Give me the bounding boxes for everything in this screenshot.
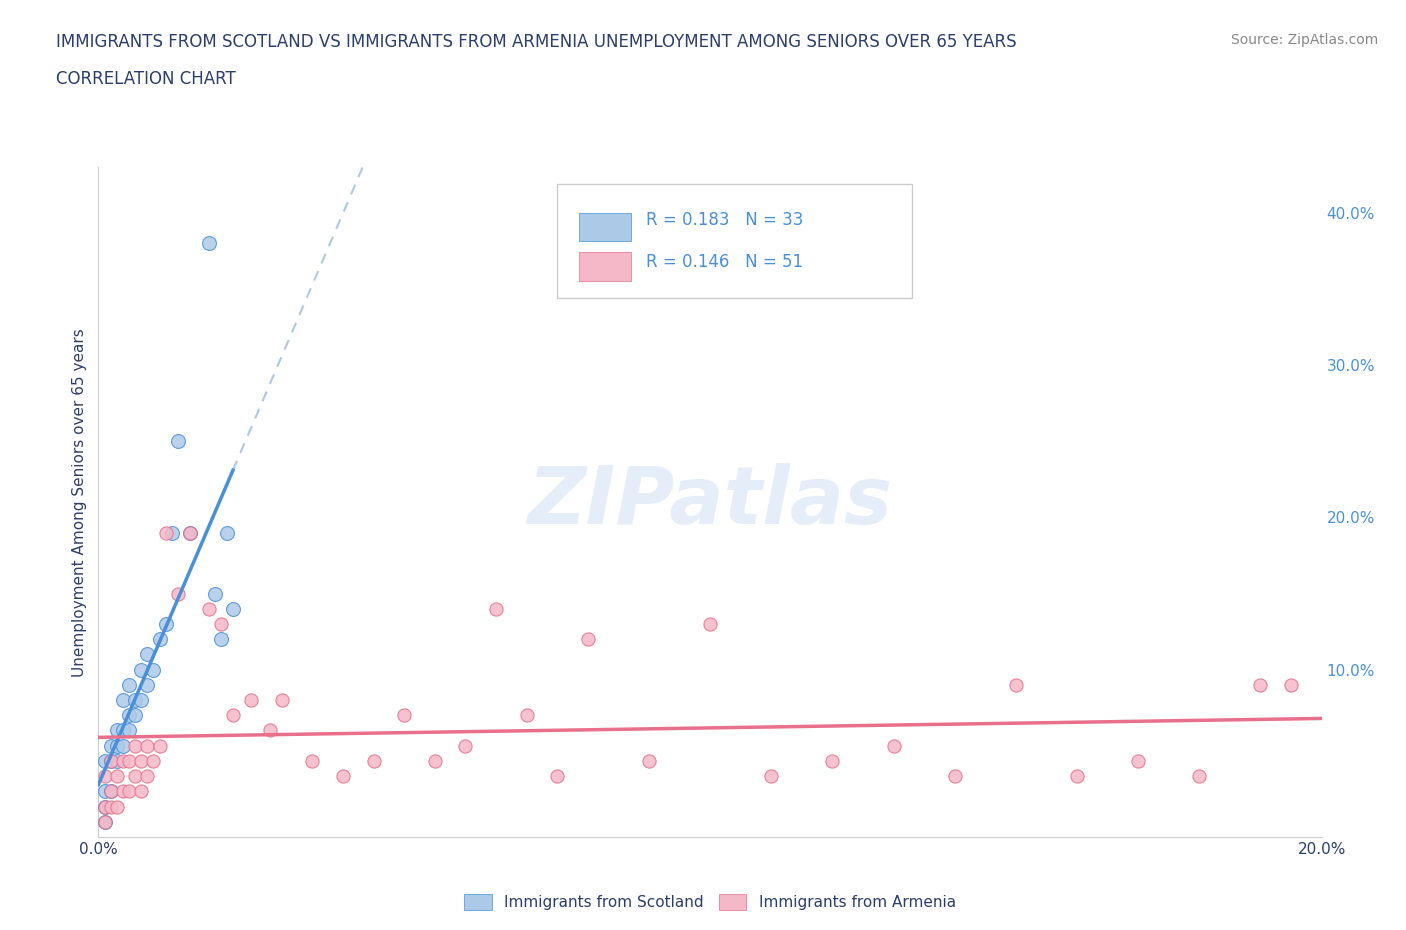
Point	[699, 617, 721, 631]
Point	[105, 769, 128, 784]
Point	[270, 693, 292, 708]
Point	[142, 662, 165, 677]
Text: CORRELATION CHART: CORRELATION CHART	[56, 70, 236, 87]
Point	[100, 738, 122, 753]
Point	[105, 738, 128, 753]
Point	[637, 753, 661, 768]
Legend: Immigrants from Scotland, Immigrants from Armenia: Immigrants from Scotland, Immigrants fro…	[458, 888, 962, 916]
Point	[576, 631, 599, 646]
Point	[129, 693, 152, 708]
Point	[111, 753, 134, 768]
Point	[1004, 677, 1026, 692]
Point	[215, 525, 238, 540]
Point	[136, 738, 159, 753]
Point	[136, 769, 159, 784]
Point	[209, 617, 232, 631]
Point	[124, 769, 146, 784]
Point	[155, 525, 177, 540]
Point	[93, 815, 115, 830]
Point	[136, 647, 159, 662]
Point	[100, 784, 122, 799]
Point	[100, 784, 122, 799]
Point	[105, 723, 128, 737]
Point	[516, 708, 538, 723]
Text: Source: ZipAtlas.com: Source: ZipAtlas.com	[1230, 33, 1378, 46]
Point	[222, 602, 245, 617]
Point	[363, 753, 385, 768]
Point	[118, 753, 141, 768]
Point	[142, 753, 165, 768]
Point	[118, 784, 141, 799]
Point	[124, 693, 146, 708]
Point	[100, 753, 122, 768]
Point	[222, 708, 245, 723]
Point	[943, 769, 966, 784]
Point	[1249, 677, 1271, 692]
Y-axis label: Unemployment Among Seniors over 65 years: Unemployment Among Seniors over 65 years	[72, 328, 87, 677]
Point	[197, 236, 219, 251]
Point	[204, 586, 226, 601]
Point	[1066, 769, 1088, 784]
Text: IMMIGRANTS FROM SCOTLAND VS IMMIGRANTS FROM ARMENIA UNEMPLOYMENT AMONG SENIORS O: IMMIGRANTS FROM SCOTLAND VS IMMIGRANTS F…	[56, 33, 1017, 50]
Point	[93, 753, 115, 768]
Point	[179, 525, 201, 540]
Point	[485, 602, 508, 617]
Point	[118, 723, 141, 737]
Point	[197, 602, 219, 617]
Point	[105, 753, 128, 768]
Text: ZIPatlas: ZIPatlas	[527, 463, 893, 541]
Point	[821, 753, 844, 768]
Point	[129, 662, 152, 677]
Point	[124, 708, 146, 723]
Point	[240, 693, 263, 708]
Point	[179, 525, 201, 540]
Point	[1128, 753, 1150, 768]
Point	[883, 738, 905, 753]
Point	[93, 784, 115, 799]
Point	[93, 799, 115, 814]
Point	[100, 753, 122, 768]
Point	[149, 631, 172, 646]
FancyBboxPatch shape	[557, 184, 912, 298]
Point	[124, 738, 146, 753]
Point	[1188, 769, 1211, 784]
Point	[111, 738, 134, 753]
Point	[546, 769, 568, 784]
Point	[136, 677, 159, 692]
Point	[209, 631, 232, 646]
Point	[1279, 677, 1302, 692]
Point	[454, 738, 477, 753]
Point	[100, 799, 122, 814]
Point	[301, 753, 323, 768]
Point	[129, 753, 152, 768]
Point	[93, 769, 115, 784]
Point	[167, 586, 190, 601]
Point	[111, 693, 134, 708]
FancyBboxPatch shape	[579, 252, 630, 281]
Point	[118, 677, 141, 692]
Text: R = 0.146   N = 51: R = 0.146 N = 51	[647, 254, 804, 272]
Point	[111, 784, 134, 799]
Point	[259, 723, 281, 737]
Point	[155, 617, 177, 631]
Point	[105, 799, 128, 814]
Point	[149, 738, 172, 753]
Point	[129, 784, 152, 799]
Point	[759, 769, 782, 784]
Point	[423, 753, 446, 768]
Point	[392, 708, 416, 723]
Point	[160, 525, 183, 540]
Point	[111, 723, 134, 737]
Text: R = 0.183   N = 33: R = 0.183 N = 33	[647, 210, 804, 229]
FancyBboxPatch shape	[579, 213, 630, 241]
Point	[93, 815, 115, 830]
Point	[118, 708, 141, 723]
Point	[332, 769, 354, 784]
Point	[167, 434, 190, 449]
Point	[93, 799, 115, 814]
